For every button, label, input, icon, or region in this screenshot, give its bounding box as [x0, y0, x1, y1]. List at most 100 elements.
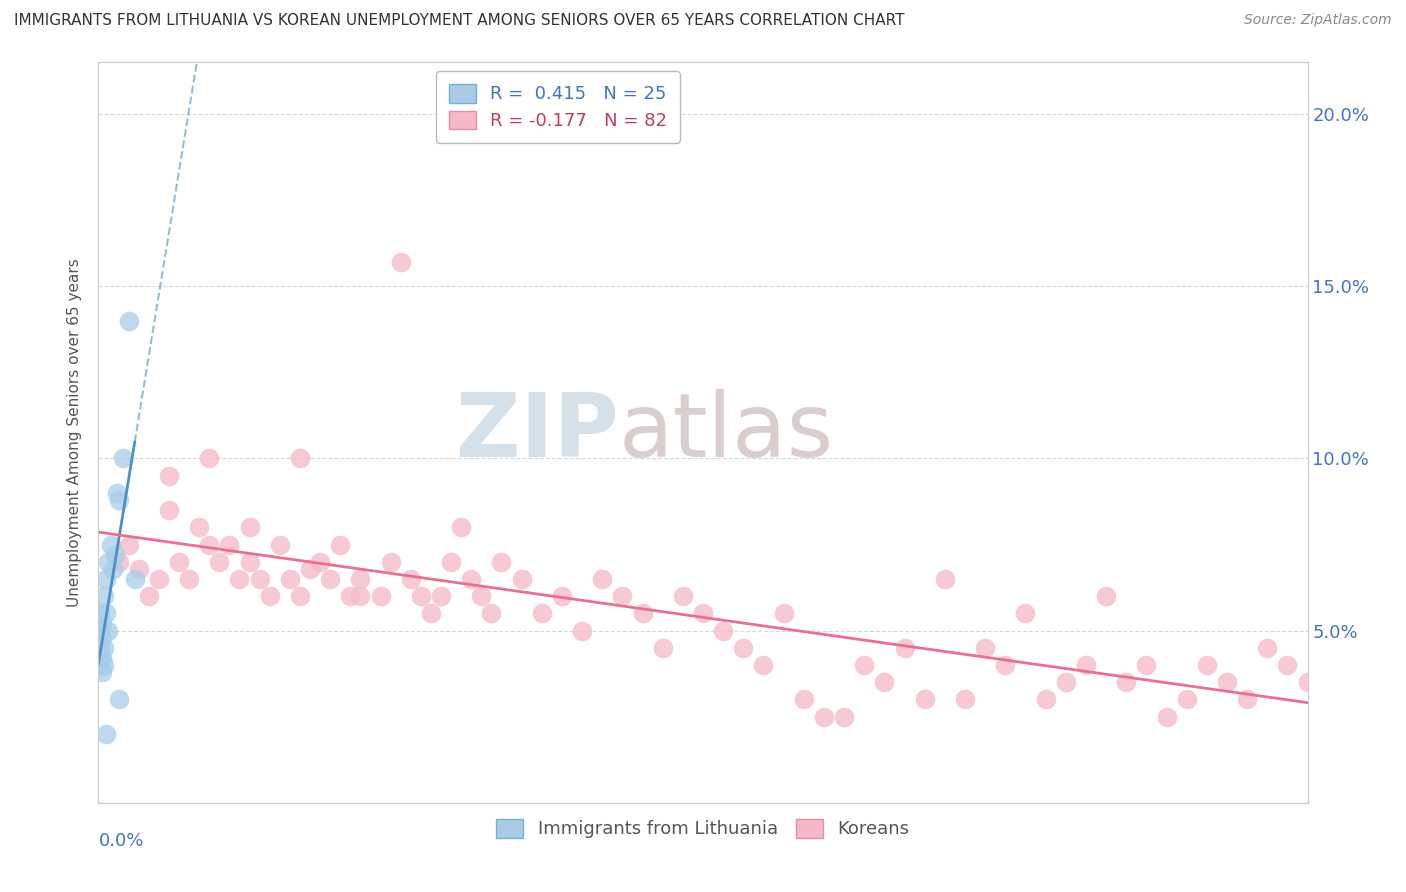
Point: [893, 640, 915, 655]
Point: [974, 640, 997, 655]
Point: [813, 709, 835, 723]
Point: [228, 572, 250, 586]
Point: [793, 692, 815, 706]
Point: [288, 451, 311, 466]
Point: [105, 486, 128, 500]
Point: [380, 555, 402, 569]
Legend: Immigrants from Lithuania, Koreans: Immigrants from Lithuania, Koreans: [489, 812, 917, 846]
Point: [299, 561, 322, 575]
Point: [1135, 658, 1157, 673]
Point: [124, 572, 146, 586]
Point: [97, 555, 120, 569]
Point: [430, 589, 453, 603]
Point: [1277, 658, 1299, 673]
Point: [329, 537, 352, 551]
Point: [100, 537, 122, 551]
Point: [1035, 692, 1057, 706]
Point: [128, 561, 150, 575]
Point: [1115, 675, 1137, 690]
Point: [157, 503, 180, 517]
Point: [157, 468, 180, 483]
Point: [198, 451, 221, 466]
Point: [651, 640, 673, 655]
Point: [89, 658, 111, 673]
Point: [934, 572, 956, 586]
Point: [420, 607, 443, 621]
Point: [711, 624, 734, 638]
Point: [269, 537, 291, 551]
Point: [370, 589, 392, 603]
Point: [1156, 709, 1178, 723]
Point: [107, 492, 129, 507]
Point: [96, 727, 118, 741]
Point: [612, 589, 634, 603]
Point: [591, 572, 613, 586]
Point: [1195, 658, 1218, 673]
Point: [389, 255, 412, 269]
Point: [89, 640, 111, 655]
Point: [873, 675, 896, 690]
Point: [101, 561, 124, 575]
Point: [1095, 589, 1118, 603]
Point: [208, 555, 231, 569]
Point: [450, 520, 472, 534]
Point: [491, 555, 513, 569]
Point: [188, 520, 211, 534]
Point: [733, 640, 755, 655]
Point: [1256, 640, 1278, 655]
Point: [89, 624, 111, 638]
Point: [118, 314, 141, 328]
Point: [278, 572, 301, 586]
Point: [239, 555, 262, 569]
Point: [259, 589, 281, 603]
Point: [1236, 692, 1258, 706]
Point: [89, 607, 111, 621]
Point: [179, 572, 201, 586]
Point: [440, 555, 463, 569]
Point: [107, 692, 129, 706]
Point: [551, 589, 574, 603]
Point: [319, 572, 342, 586]
Text: Source: ZipAtlas.com: Source: ZipAtlas.com: [1244, 13, 1392, 28]
Point: [97, 624, 120, 638]
Point: [339, 589, 361, 603]
Point: [91, 665, 114, 679]
Point: [91, 651, 114, 665]
Point: [853, 658, 876, 673]
Point: [107, 555, 129, 569]
Point: [510, 572, 533, 586]
Point: [994, 658, 1017, 673]
Point: [103, 548, 125, 562]
Point: [349, 589, 371, 603]
Point: [96, 572, 118, 586]
Text: ZIP: ZIP: [456, 389, 619, 476]
Point: [1296, 675, 1319, 690]
Point: [138, 589, 160, 603]
Point: [96, 607, 118, 621]
Point: [571, 624, 593, 638]
Point: [481, 607, 503, 621]
Point: [249, 572, 271, 586]
Point: [692, 607, 714, 621]
Text: atlas: atlas: [619, 389, 834, 476]
Point: [148, 572, 170, 586]
Point: [1054, 675, 1077, 690]
Point: [91, 631, 114, 645]
Point: [460, 572, 482, 586]
Point: [530, 607, 553, 621]
Point: [111, 451, 134, 466]
Point: [752, 658, 775, 673]
Point: [1216, 675, 1239, 690]
Point: [118, 537, 141, 551]
Point: [470, 589, 492, 603]
Point: [1074, 658, 1097, 673]
Point: [93, 658, 115, 673]
Point: [91, 616, 114, 631]
Point: [1014, 607, 1036, 621]
Point: [198, 537, 221, 551]
Point: [631, 607, 654, 621]
Point: [239, 520, 262, 534]
Y-axis label: Unemployment Among Seniors over 65 years: Unemployment Among Seniors over 65 years: [67, 259, 83, 607]
Point: [309, 555, 332, 569]
Point: [772, 607, 794, 621]
